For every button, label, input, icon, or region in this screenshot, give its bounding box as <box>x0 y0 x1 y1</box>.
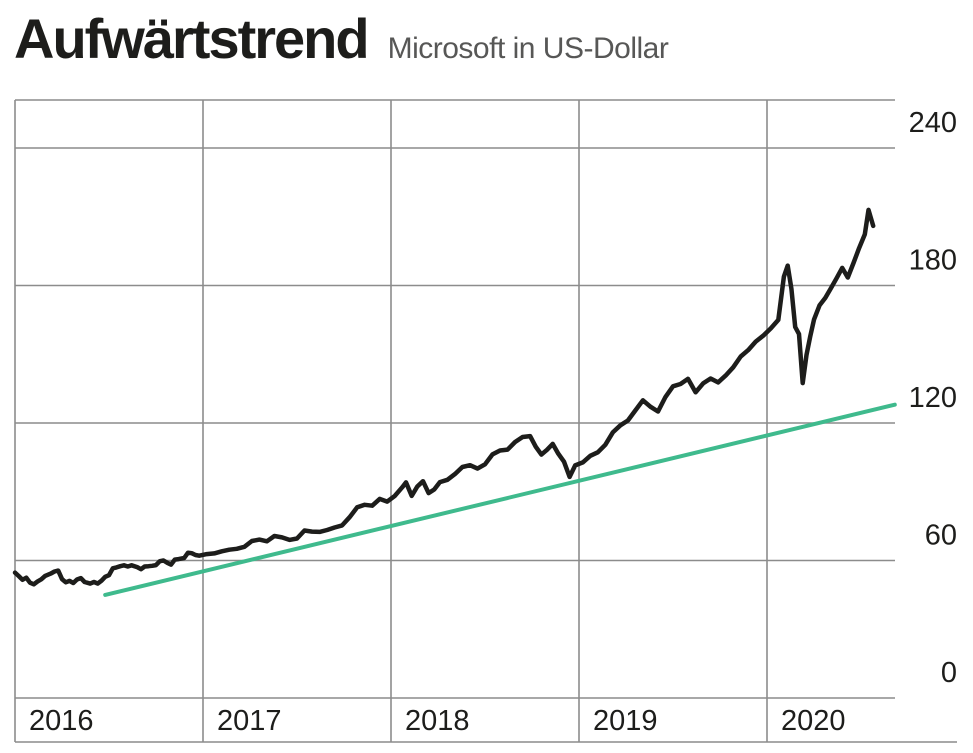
price-line <box>12 207 876 587</box>
chart-header: Aufwärtstrend Microsoft in US-Dollar <box>14 6 669 71</box>
trend-line <box>103 402 897 597</box>
x-tick-label-2016: 2016 <box>29 705 94 737</box>
chart-title: Aufwärtstrend <box>14 7 370 70</box>
y-tick-label-120: 120 <box>909 382 957 414</box>
x-tick-label-2020: 2020 <box>781 705 846 737</box>
chart-subtitle: Microsoft in US-Dollar <box>387 32 669 65</box>
y-tick-label-180: 180 <box>909 245 957 277</box>
x-tick-label-2018: 2018 <box>405 705 470 737</box>
y-tick-label-240: 240 <box>909 107 957 139</box>
x-tick-label-2019: 2019 <box>593 705 658 737</box>
y-tick-label-60: 60 <box>925 520 957 552</box>
x-tick-label-2017: 2017 <box>217 705 282 737</box>
y-tick-label-0: 0 <box>941 657 957 689</box>
